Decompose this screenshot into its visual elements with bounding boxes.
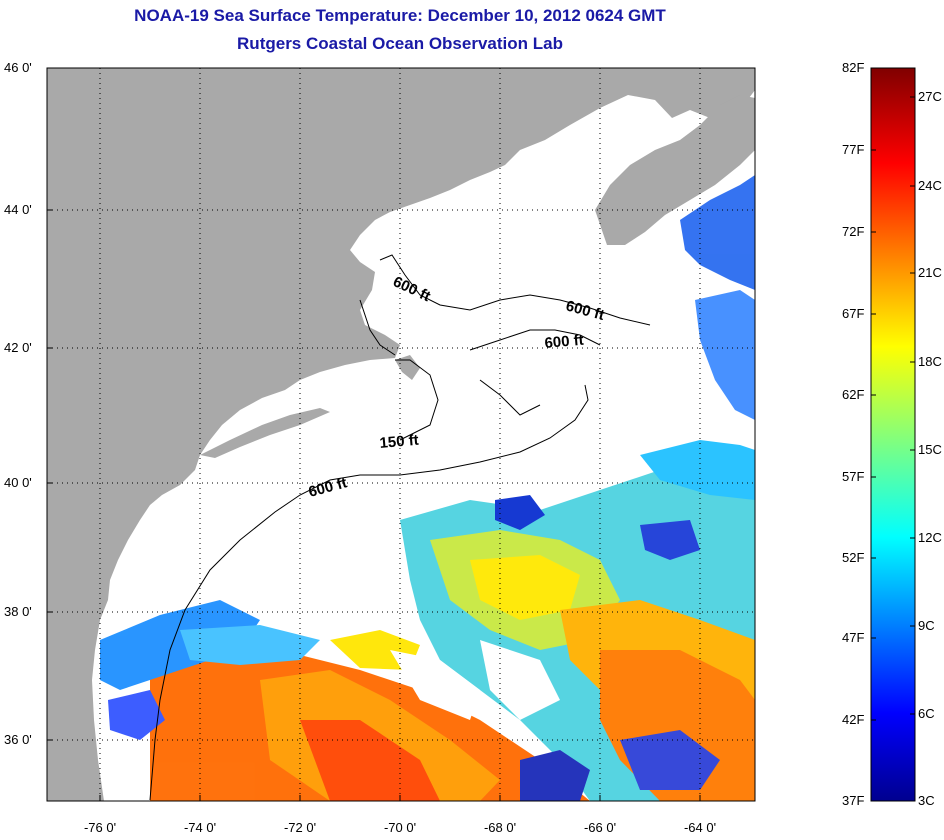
colorbar-f-label: 57F: [842, 469, 864, 484]
colorbar-f-label: 67F: [842, 306, 864, 321]
lat-label-38: 38 0': [4, 604, 32, 619]
colorbar-f-label: 52F: [842, 550, 864, 565]
colorbar-f-label: 72F: [842, 224, 864, 239]
lon-label-70: -70 0': [384, 820, 416, 835]
colorbar: [870, 67, 916, 802]
colorbar-f-label: 47F: [842, 630, 864, 645]
colorbar-f-label: 77F: [842, 142, 864, 157]
lon-label-66: -66 0': [584, 820, 616, 835]
colorbar-c-label: 12C: [918, 530, 942, 545]
land-mainland: [47, 68, 755, 801]
map-title: NOAA-19 Sea Surface Temperature: Decembe…: [134, 6, 666, 25]
axis-ticks: [47, 67, 701, 801]
lat-label-40: 40 0': [4, 475, 32, 490]
lat-label-36: 36 0': [4, 732, 32, 747]
map-subtitle: Rutgers Coastal Ocean Observation Lab: [237, 34, 563, 53]
colorbar-c-label: 9C: [918, 618, 935, 633]
lon-label-68: -68 0': [484, 820, 516, 835]
contour-label: 600 ft: [544, 332, 585, 352]
colorbar-c-label: 15C: [918, 442, 942, 457]
land-long-island: [200, 408, 330, 458]
lat-label-46: 46 0': [4, 60, 32, 75]
lon-label-74: -74 0': [184, 820, 216, 835]
map-frame: [46, 67, 756, 802]
colorbar-f-label: 42F: [842, 712, 864, 727]
colorbar-f-label: 62F: [842, 387, 864, 402]
colorbar-c-label: 3C: [918, 793, 935, 808]
lon-label-76: -76 0': [84, 820, 116, 835]
colorbar-ticks: [871, 67, 915, 802]
lat-label-42: 42 0': [4, 340, 32, 355]
land-cape-cod: [395, 355, 420, 380]
land-nova-scotia: [595, 95, 755, 245]
colorbar-c-label: 18C: [918, 354, 942, 369]
sst-coverage: [100, 175, 755, 801]
graticule: [47, 68, 755, 801]
contour-label: 150 ft: [379, 432, 420, 452]
lon-label-72: -72 0': [284, 820, 316, 835]
colorbar-c-label: 27C: [918, 89, 942, 104]
colorbar-f-label: 37F: [842, 793, 864, 808]
lon-label-64: -64 0': [684, 820, 716, 835]
colorbar-f-label: 82F: [842, 60, 864, 75]
colorbar-c-label: 21C: [918, 265, 942, 280]
colorbar-c-label: 6C: [918, 706, 935, 721]
lat-label-44: 44 0': [4, 202, 32, 217]
bathymetry-contours: [149, 254, 651, 801]
colorbar-c-label: 24C: [918, 178, 942, 193]
